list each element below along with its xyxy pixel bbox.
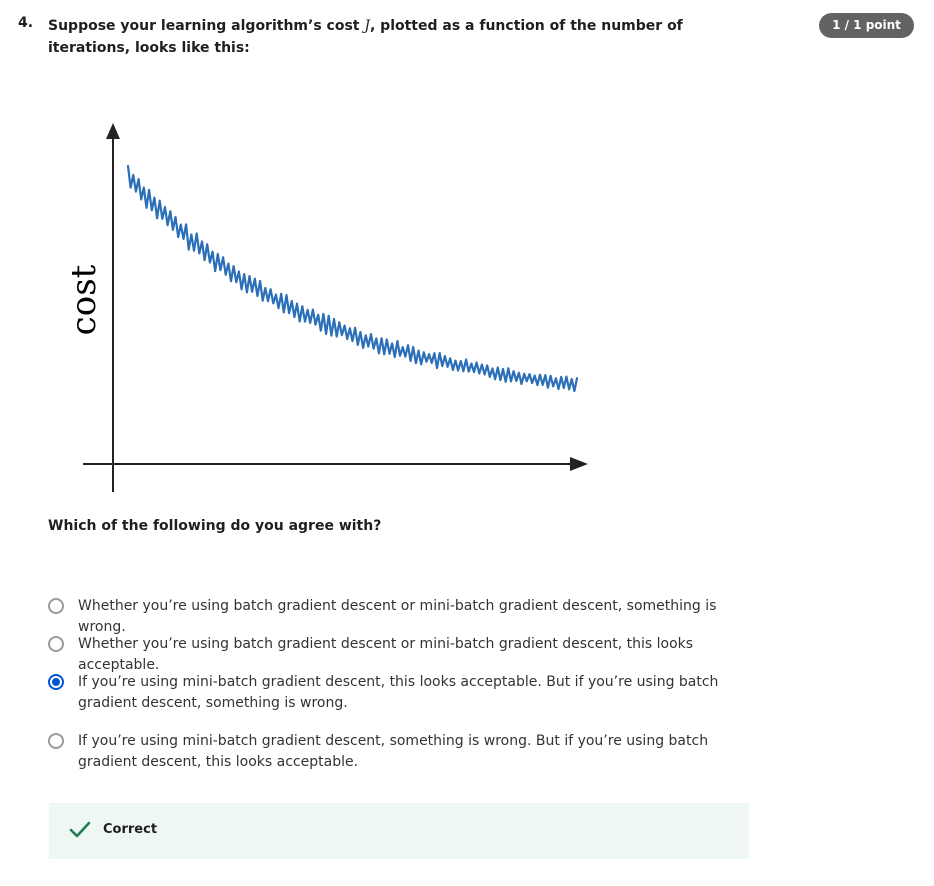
question-number: 4. bbox=[18, 15, 34, 31]
cost-curve bbox=[126, 164, 579, 393]
answer-option-label: If you’re using mini-batch gradient desc… bbox=[78, 733, 709, 770]
question-text: Suppose your learning algorithm’s cost J… bbox=[48, 15, 748, 59]
radio-button-1[interactable] bbox=[48, 598, 64, 614]
cost-symbol: J bbox=[364, 18, 370, 34]
check-icon bbox=[69, 821, 91, 838]
y-axis-label: cost bbox=[64, 264, 104, 335]
points-badge: 1 / 1 point bbox=[819, 13, 914, 38]
y-axis-arrow bbox=[106, 123, 120, 139]
radio-button-4[interactable] bbox=[48, 733, 64, 749]
x-axis-arrow bbox=[570, 457, 588, 471]
radio-button-2[interactable] bbox=[48, 636, 64, 652]
answer-option-label: Whether you’re using batch gradient desc… bbox=[78, 636, 694, 673]
cost-plot: cost bbox=[64, 123, 588, 492]
feedback-status: Correct bbox=[103, 822, 158, 837]
answer-prompt: Which of the following do you agree with… bbox=[48, 518, 382, 534]
radio-button-3[interactable] bbox=[48, 674, 64, 690]
answer-option-label: If you’re using mini-batch gradient desc… bbox=[78, 674, 719, 711]
question-text-after: , plotted as a function of the number of… bbox=[48, 18, 683, 56]
feedback-box: Correct bbox=[49, 803, 749, 859]
question-text-before: Suppose your learning algorithm’s cost bbox=[48, 18, 365, 34]
answer-option-label: Whether you’re using batch gradient desc… bbox=[78, 598, 717, 635]
